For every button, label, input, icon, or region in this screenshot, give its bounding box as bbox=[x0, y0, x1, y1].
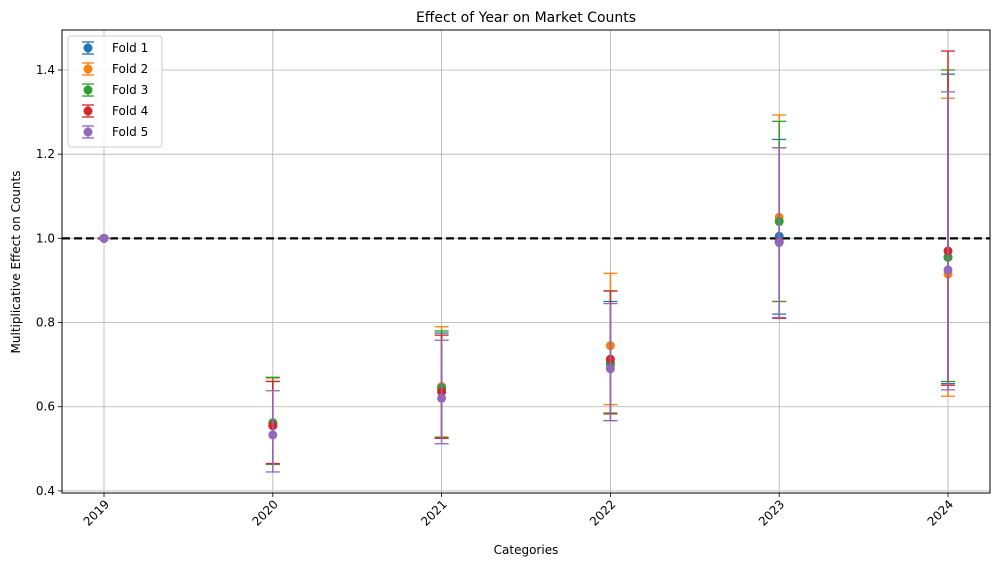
data-point bbox=[774, 238, 784, 248]
legend-label: Fold 3 bbox=[112, 83, 148, 97]
legend: Fold 1 Fold 2 Fold 3 Fold 4 Fold 5 bbox=[67, 35, 163, 148]
x-tick-label: 2024 bbox=[925, 497, 956, 528]
y-tick-label: 0.8 bbox=[36, 316, 55, 330]
data-point bbox=[605, 364, 615, 374]
series-4 bbox=[97, 50, 955, 465]
legend-label: Fold 1 bbox=[112, 41, 148, 55]
legend-marker-dot bbox=[83, 43, 93, 53]
x-tick-label: 2022 bbox=[587, 497, 618, 528]
series-3 bbox=[97, 69, 955, 466]
legend-marker-dot bbox=[83, 85, 93, 95]
y-axis-ticks: 0.4 0.6 0.8 1.0 1.2 1.4 bbox=[36, 63, 62, 498]
legend-label: Fold 5 bbox=[112, 125, 148, 139]
series-5 bbox=[97, 91, 955, 473]
legend-marker-dot bbox=[83, 127, 93, 137]
x-tick-label: 2021 bbox=[418, 497, 449, 528]
x-tick-label: 2020 bbox=[249, 497, 280, 528]
legend-box bbox=[67, 35, 163, 148]
y-tick-label: 0.4 bbox=[36, 484, 55, 498]
axes-frame bbox=[61, 29, 991, 494]
x-axis-label: Categories bbox=[494, 543, 559, 557]
x-tick-label: 2019 bbox=[81, 497, 112, 528]
chart-title: Effect of Year on Market Counts bbox=[416, 10, 636, 26]
y-tick-label: 1.0 bbox=[36, 231, 55, 245]
legend-marker-dot bbox=[83, 106, 93, 116]
legend-label: Fold 4 bbox=[112, 104, 148, 118]
series-2 bbox=[97, 97, 955, 466]
data-point bbox=[437, 393, 447, 403]
data-point bbox=[943, 265, 953, 275]
grid-layer bbox=[62, 30, 990, 493]
data-point bbox=[268, 430, 278, 440]
legend-marker-dot bbox=[83, 64, 93, 74]
y-tick-label: 1.2 bbox=[36, 147, 55, 161]
x-axis-ticks: 2019 2020 2021 2022 2023 2024 bbox=[81, 493, 956, 529]
series-1 bbox=[97, 73, 955, 466]
data-point bbox=[99, 233, 109, 243]
x-tick-label: 2023 bbox=[756, 497, 787, 528]
series-layer bbox=[97, 50, 955, 473]
legend-label: Fold 2 bbox=[112, 62, 148, 76]
y-axis-label: Multiplicative Effect on Counts bbox=[9, 171, 23, 354]
y-tick-label: 0.6 bbox=[36, 400, 55, 414]
y-tick-label: 1.4 bbox=[36, 63, 55, 77]
